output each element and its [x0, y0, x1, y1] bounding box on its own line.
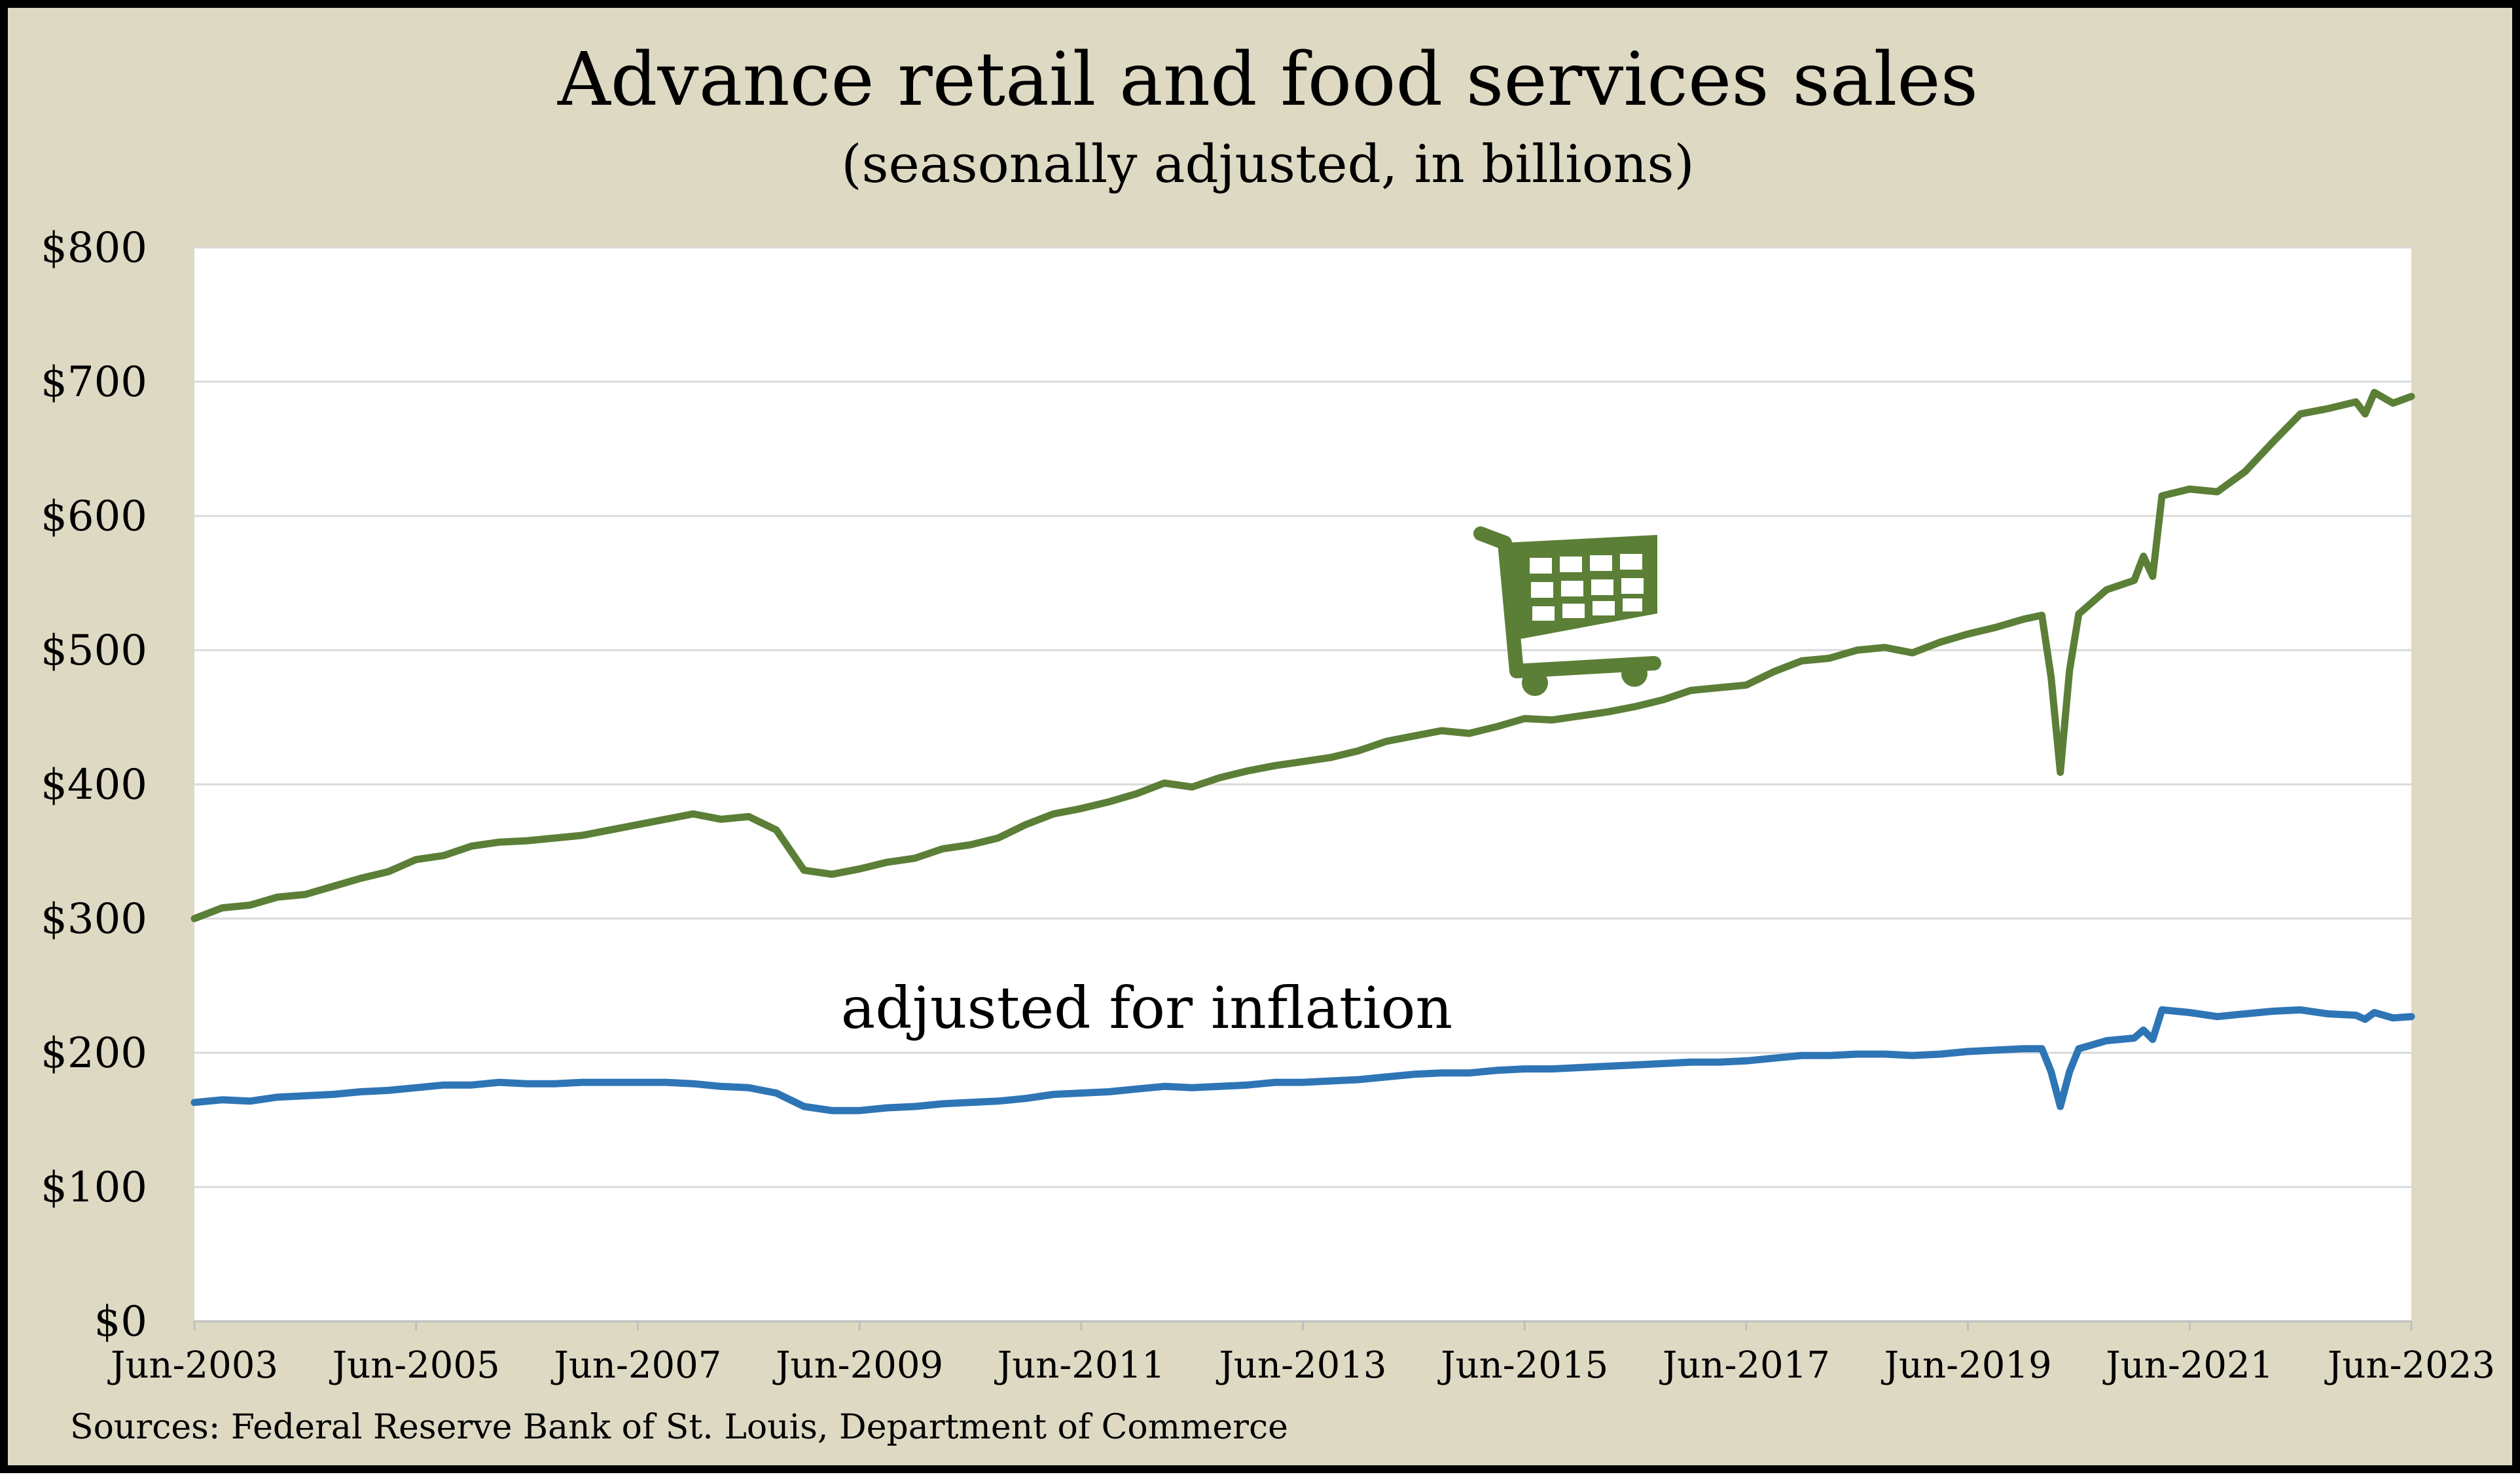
x-tick-label: Jun-2021 — [2102, 1344, 2273, 1387]
y-tick-label: $800 — [41, 224, 147, 272]
gridlines — [194, 246, 2411, 1323]
y-tick-label: $0 — [94, 1298, 147, 1346]
x-tick-label: Jun-2013 — [1215, 1344, 1386, 1387]
series-line-1 — [190, 388, 2415, 923]
series-lines — [190, 388, 2415, 1114]
y-tick-label: $500 — [41, 627, 147, 675]
source-note: Sources: Federal Reserve Bank of St. Lou… — [70, 1408, 1288, 1447]
x-tick-label: Jun-2005 — [329, 1344, 500, 1387]
chart-subtitle: (seasonally adjusted, in billions) — [841, 134, 1694, 194]
chart-title: Advance retail and food services sales — [557, 37, 1978, 122]
y-tick-label: $600 — [41, 492, 147, 541]
x-axis-ticks: Jun-2003 Jun-2005 Jun-2007 Jun-2009 Jun-2011… — [107, 1321, 2495, 1387]
x-tick-label: Jun-2019 — [1881, 1344, 2052, 1387]
shopping-cart-icon — [1473, 526, 1661, 696]
y-axis-ticks: $0 $100 $200 $300 $400 $500 $600 $700 $800 — [41, 224, 147, 1346]
x-tick-label: Jun-2011 — [994, 1344, 1165, 1387]
x-tick-label: Jun-2023 — [2324, 1344, 2495, 1387]
x-tick-label: Jun-2003 — [107, 1344, 278, 1387]
series-line-2 — [190, 1006, 2415, 1114]
x-tick-label: Jun-2015 — [1437, 1344, 1608, 1387]
x-tick-label: Jun-2009 — [772, 1344, 943, 1387]
inflation-annotation: adjusted for inflation — [841, 974, 1452, 1042]
y-tick-label: $700 — [41, 358, 147, 407]
x-tick-label: Jun-2007 — [550, 1344, 721, 1387]
y-tick-label: $200 — [41, 1029, 147, 1078]
y-tick-label: $400 — [41, 761, 147, 809]
x-tick-label: Jun-2017 — [1659, 1344, 1830, 1387]
y-tick-label: $100 — [41, 1163, 147, 1212]
y-tick-label: $300 — [41, 895, 147, 943]
chart-canvas: Advance retail and food services sales (… — [41, 37, 2495, 1447]
